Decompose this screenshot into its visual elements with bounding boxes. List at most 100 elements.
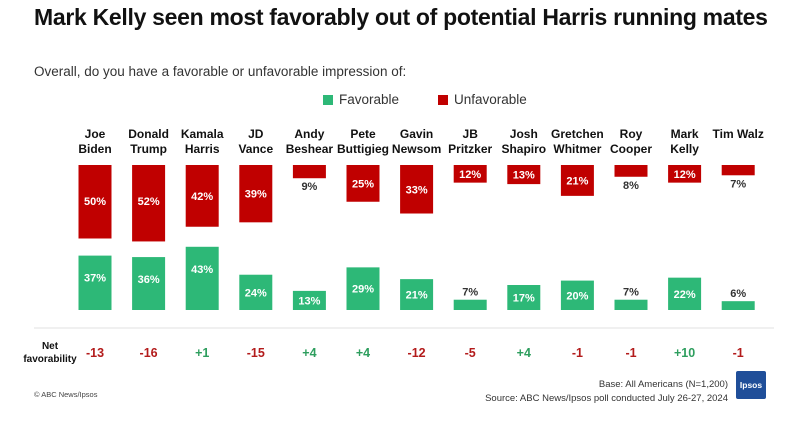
unfavorable-bar: [453, 165, 487, 183]
favorable-bar: [614, 299, 648, 310]
category-label: Gretchen: [551, 127, 604, 141]
footer-base: Base: All Americans (N=1,200): [598, 379, 728, 390]
category-label: Josh: [510, 127, 538, 141]
legend-swatch-unfavorable: [438, 94, 448, 105]
favorable-bar: [507, 285, 541, 310]
category-label: Trump: [130, 142, 167, 156]
category-label: Whitmer: [553, 142, 601, 156]
category-label: Roy: [620, 127, 643, 141]
favorable-value-label: 24%: [245, 287, 267, 299]
favorable-value-label: 22%: [674, 289, 696, 301]
unfavorable-bar: [400, 165, 434, 214]
category-label: Andy: [294, 127, 324, 141]
category-label: Donald: [128, 127, 169, 141]
favorable-bar: [668, 277, 702, 310]
net-favorability-value: +10: [674, 346, 695, 360]
favorable-bar: [78, 255, 112, 310]
unfavorable-value-label: 8%: [623, 180, 639, 192]
favorable-value-label: 43%: [191, 264, 213, 276]
unfavorable-bar: [78, 165, 112, 239]
unfavorable-value-label: 13%: [513, 170, 535, 182]
legend-item-unfavorable: Unfavorable: [438, 92, 527, 107]
unfavorable-bar: [239, 165, 273, 223]
unfavorable-bar: [614, 165, 648, 177]
category-label: Gavin: [400, 127, 433, 141]
favorable-bar: [292, 290, 326, 310]
category-label: Beshear: [286, 142, 334, 156]
legend-swatch-favorable: [323, 94, 333, 105]
unfavorable-bar: [292, 165, 326, 179]
net-favorability-label: Net favorability: [23, 341, 77, 365]
favorable-value-label: 20%: [566, 290, 588, 302]
favorable-bar: [185, 246, 219, 310]
favorable-value-label: 21%: [406, 290, 428, 302]
chart-subtitle: Overall, do you have a favorable or unfa…: [34, 64, 407, 79]
category-label: Mark: [671, 127, 699, 141]
unfavorable-value-label: 39%: [245, 189, 267, 201]
net-favorability-value: +4: [517, 346, 531, 360]
unfavorable-bar: [668, 165, 702, 183]
category-label: Pete: [350, 127, 376, 141]
net-favorability-value: +1: [195, 346, 209, 360]
favorable-value-label: 17%: [513, 293, 535, 305]
favorable-bar: [132, 257, 166, 310]
chart-title: Mark Kelly seen most favorably out of po…: [34, 4, 768, 30]
category-label: JB: [463, 127, 479, 141]
legend-item-favorable: Favorable: [323, 92, 399, 107]
favorable-value-label: 13%: [298, 295, 320, 307]
unfavorable-value-label: 42%: [191, 191, 213, 203]
category-label: Tim Walz: [713, 127, 764, 141]
category-label: Biden: [78, 142, 111, 156]
legend: Favorable Unfavorable: [0, 92, 800, 110]
net-favorability-value: -16: [140, 346, 158, 360]
category-label: Shapiro: [501, 142, 546, 156]
favorable-bar: [560, 280, 594, 310]
net-favorability-value: -13: [86, 346, 104, 360]
legend-label-unfavorable: Unfavorable: [454, 92, 527, 107]
favorable-bar: [239, 274, 273, 310]
unfavorable-bar: [721, 165, 755, 176]
net-favorability-value: +4: [356, 346, 370, 360]
category-label: JD: [248, 127, 264, 141]
net-favorability-value: -12: [408, 346, 426, 360]
category-label: Cooper: [610, 142, 652, 156]
unfavorable-bar: [507, 165, 541, 185]
net-favorability-value: -15: [247, 346, 265, 360]
favorable-bar: [721, 301, 755, 310]
net-favorability-value: -5: [465, 346, 476, 360]
favorable-bar: [346, 267, 380, 310]
favorable-value-label: 36%: [138, 274, 160, 286]
unfavorable-bar: [560, 165, 594, 196]
unfavorable-bar: [346, 165, 380, 202]
net-favorability-value: -1: [733, 346, 744, 360]
favorable-bar: [400, 279, 434, 310]
category-label: Buttigieg: [337, 142, 389, 156]
category-label: Pritzker: [448, 142, 492, 156]
category-label: Kamala: [181, 127, 224, 141]
unfavorable-value-label: 21%: [566, 175, 588, 187]
unfavorable-value-label: 7%: [730, 178, 746, 190]
footer-notes: Base: All Americans (N=1,200) Source: AB…: [485, 378, 728, 406]
unfavorable-value-label: 50%: [84, 196, 106, 208]
legend-label-favorable: Favorable: [339, 92, 400, 107]
favorable-value-label: 6%: [730, 288, 746, 300]
unfavorable-bar: [132, 165, 166, 242]
net-favorability-value: -1: [572, 346, 583, 360]
category-label: Vance: [238, 142, 273, 156]
net-favorability-value: +4: [302, 346, 316, 360]
unfavorable-value-label: 25%: [352, 178, 374, 190]
category-label: Harris: [185, 142, 220, 156]
unfavorable-bar: [185, 165, 219, 227]
favorable-value-label: 7%: [623, 287, 639, 299]
category-label: Joe: [85, 127, 106, 141]
favorable-value-label: 29%: [352, 284, 374, 296]
net-favorability-value: -1: [625, 346, 636, 360]
category-label: Kelly: [670, 142, 699, 156]
footer-source: Source: ABC News/Ipsos poll conducted Ju…: [485, 393, 728, 404]
unfavorable-value-label: 12%: [674, 169, 696, 181]
favorable-value-label: 37%: [84, 273, 106, 285]
category-label: Newsom: [392, 142, 441, 156]
favorable-value-label: 7%: [462, 287, 478, 299]
ipsos-logo: Ipsos: [736, 371, 766, 399]
